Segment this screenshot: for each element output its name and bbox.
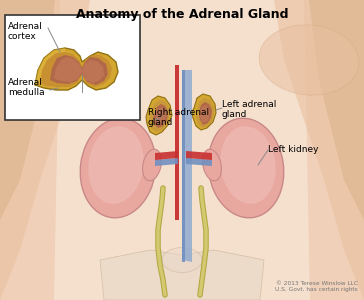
Ellipse shape <box>5 25 105 95</box>
Polygon shape <box>149 100 170 132</box>
Ellipse shape <box>80 118 156 218</box>
Polygon shape <box>100 250 264 300</box>
Polygon shape <box>175 65 179 220</box>
Polygon shape <box>153 104 168 128</box>
Polygon shape <box>155 107 166 124</box>
Polygon shape <box>155 151 178 160</box>
Text: Anatomy of the Adrenal Gland: Anatomy of the Adrenal Gland <box>76 8 288 21</box>
Polygon shape <box>5 15 140 120</box>
Polygon shape <box>35 48 118 90</box>
Ellipse shape <box>88 126 144 204</box>
Text: © 2013 Terese Winslow LLC
U.S. Govt. has certain rights: © 2013 Terese Winslow LLC U.S. Govt. has… <box>275 281 358 292</box>
Ellipse shape <box>162 248 202 272</box>
Ellipse shape <box>143 149 161 181</box>
Polygon shape <box>40 52 112 87</box>
Polygon shape <box>50 55 108 85</box>
Ellipse shape <box>208 118 284 218</box>
Polygon shape <box>54 57 104 83</box>
Ellipse shape <box>203 149 221 181</box>
Ellipse shape <box>259 25 359 95</box>
Polygon shape <box>182 70 192 262</box>
Text: Left adrenal
gland: Left adrenal gland <box>222 100 276 119</box>
Polygon shape <box>200 105 210 122</box>
Polygon shape <box>199 102 212 125</box>
Text: Adrenal
cortex: Adrenal cortex <box>8 22 43 41</box>
Ellipse shape <box>220 126 276 204</box>
Text: Left kidney: Left kidney <box>268 145 318 154</box>
Polygon shape <box>186 158 212 166</box>
Polygon shape <box>146 96 172 135</box>
Polygon shape <box>54 0 310 300</box>
Polygon shape <box>155 158 178 166</box>
Text: Right adrenal
gland: Right adrenal gland <box>148 108 209 128</box>
Polygon shape <box>274 0 364 300</box>
Polygon shape <box>182 70 185 262</box>
Polygon shape <box>35 48 65 85</box>
Polygon shape <box>0 0 90 300</box>
Polygon shape <box>0 0 55 220</box>
Text: Adrenal
medulla: Adrenal medulla <box>8 78 45 98</box>
Polygon shape <box>196 98 214 128</box>
Polygon shape <box>192 94 216 130</box>
Polygon shape <box>309 0 364 220</box>
Polygon shape <box>186 151 212 160</box>
